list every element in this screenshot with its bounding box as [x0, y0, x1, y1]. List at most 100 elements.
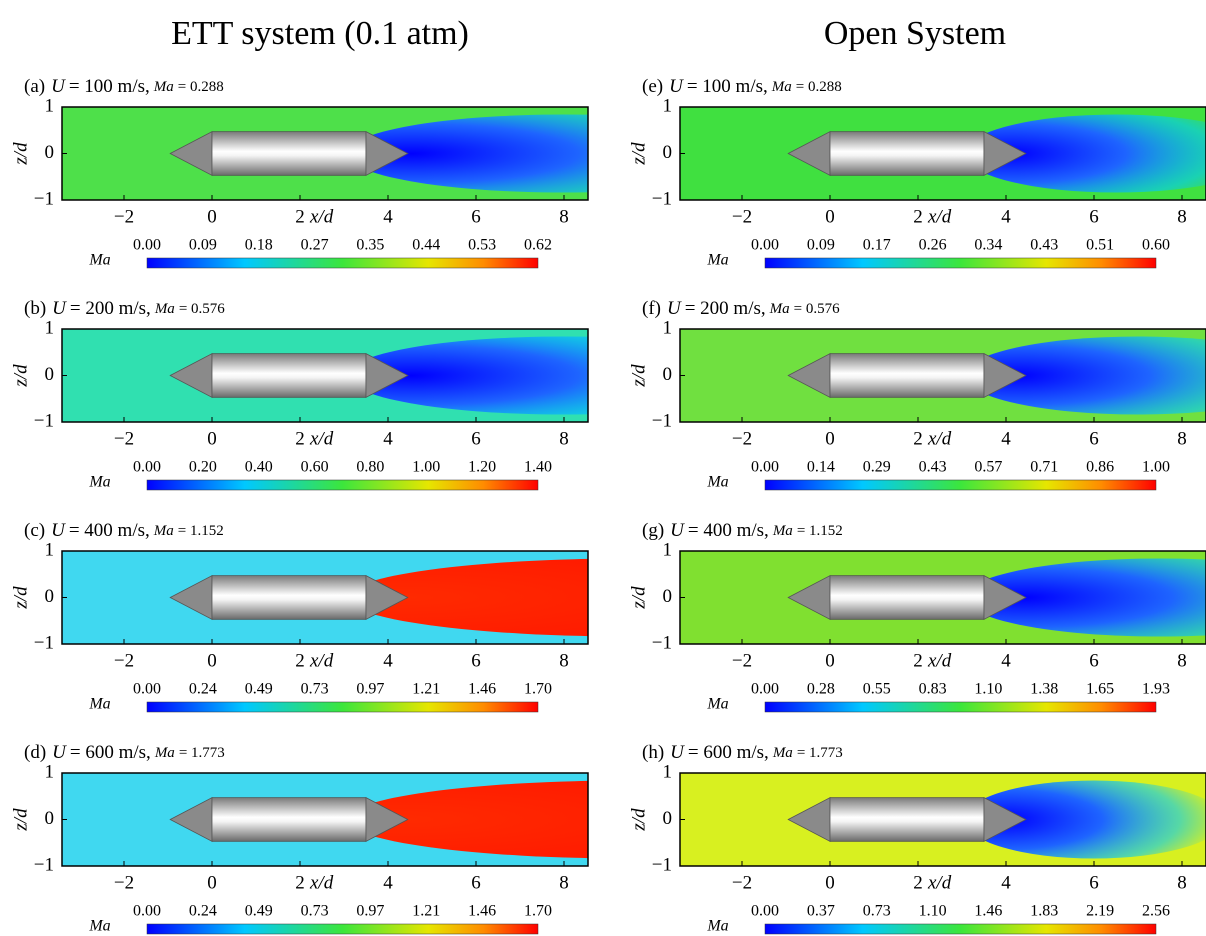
x-axis-label: x/d — [927, 428, 952, 449]
colorbar-tick-label: 1.21 — [412, 903, 440, 920]
colorbar-tick-label: 0.20 — [189, 459, 217, 476]
colorbar-tick-label: 0.80 — [356, 459, 384, 476]
x-tick-label: 0 — [207, 650, 217, 671]
colorbar-tick-label: 0.97 — [356, 681, 384, 698]
mach-value: = 1.152 — [797, 523, 843, 539]
column-title: Open System — [824, 15, 1006, 52]
projectile-body — [212, 576, 366, 620]
colorbar-tick-label: 0.97 — [356, 903, 384, 920]
colorbar-tick-label: 1.93 — [1142, 681, 1170, 698]
colorbar-label: Ma — [88, 918, 110, 935]
colorbar-tick-label: 0.00 — [751, 903, 779, 920]
colorbar-tick-label: 0.73 — [863, 903, 891, 920]
x-axis-label: x/d — [927, 650, 952, 671]
colorbar-tick-label: 0.71 — [1030, 459, 1058, 476]
z-tick-label: 0 — [45, 586, 55, 607]
mach-symbol: Ma — [769, 301, 790, 317]
x-tick-label: 2 — [295, 650, 305, 671]
colorbar-tick-label: 1.21 — [412, 681, 440, 698]
z-axis-label: z/d — [10, 364, 31, 388]
colorbar-tick-label: 0.53 — [468, 237, 496, 254]
colorbar-tick-label: 0.26 — [919, 237, 947, 254]
velocity-value: = 600 m/s, — [688, 742, 769, 763]
x-axis-label: x/d — [309, 428, 334, 449]
panel-tag: (d) — [24, 742, 46, 763]
colorbar-tick-label: 0.00 — [751, 681, 779, 698]
colorbar-tick-label: 1.00 — [412, 459, 440, 476]
x-tick-label: 8 — [1177, 872, 1187, 893]
z-axis-label: z/d — [628, 808, 649, 832]
mach-value: = 1.152 — [178, 523, 224, 539]
z-tick-label: −1 — [34, 854, 54, 875]
colorbar-tick-label: 1.46 — [468, 681, 496, 698]
colorbar-tick-label: 0.18 — [245, 237, 273, 254]
x-tick-label: 0 — [825, 650, 835, 671]
mach-symbol: Ma — [771, 79, 792, 95]
projectile-body — [830, 576, 984, 620]
colorbar-tick-label: 2.56 — [1142, 903, 1170, 920]
mach-symbol: Ma — [153, 79, 174, 95]
x-tick-label: −2 — [114, 650, 134, 671]
colorbar-tick-label: 0.73 — [301, 903, 329, 920]
colorbar-tick-label: 0.49 — [245, 681, 273, 698]
panel-label: (h)U= 600 m/s,Ma= 1.773 — [642, 742, 843, 763]
velocity-symbol: U — [52, 298, 67, 319]
z-tick-label: 0 — [663, 808, 673, 829]
projectile-body — [212, 132, 366, 176]
colorbar-label: Ma — [706, 918, 728, 935]
colorbar-tick-label: 0.29 — [863, 459, 891, 476]
x-tick-label: 0 — [207, 872, 217, 893]
mach-value: = 0.288 — [178, 79, 224, 95]
colorbar-label: Ma — [706, 696, 728, 713]
panel-label: (f)U= 200 m/s,Ma= 0.576 — [642, 298, 840, 319]
colorbar-tick-label: 0.27 — [301, 237, 329, 254]
x-tick-label: 6 — [1089, 206, 1099, 227]
colorbar-label: Ma — [88, 474, 110, 491]
x-axis-label: x/d — [309, 650, 334, 671]
velocity-symbol: U — [51, 76, 66, 97]
colorbar-label: Ma — [88, 696, 110, 713]
x-tick-label: −2 — [114, 872, 134, 893]
z-tick-label: 1 — [45, 95, 55, 116]
colorbar-tick-label: 0.37 — [807, 903, 835, 920]
colorbar-tick-label: 0.24 — [189, 903, 217, 920]
colorbar-tick-label: 0.00 — [751, 459, 779, 476]
colorbar-tick-label: 0.14 — [807, 459, 835, 476]
x-tick-label: 8 — [559, 872, 569, 893]
colorbar-tick-label: 0.00 — [751, 237, 779, 254]
colorbar-tick-label: 1.83 — [1030, 903, 1058, 920]
panel-tag: (c) — [24, 520, 45, 541]
x-tick-label: 2 — [913, 650, 923, 671]
z-axis-label: z/d — [628, 586, 649, 610]
x-tick-label: 0 — [207, 428, 217, 449]
x-tick-label: 6 — [1089, 650, 1099, 671]
colorbar-tick-label: 1.65 — [1086, 681, 1114, 698]
projectile-body — [212, 798, 366, 842]
x-tick-label: 6 — [471, 872, 481, 893]
z-tick-label: 1 — [663, 761, 673, 782]
x-tick-label: 4 — [1001, 872, 1011, 893]
z-axis-label: z/d — [628, 364, 649, 388]
z-tick-label: 0 — [45, 364, 55, 385]
colorbar-tick-label: 1.20 — [468, 459, 496, 476]
colorbar-tick-label: 1.10 — [919, 903, 947, 920]
colorbar-tick-label: 0.00 — [133, 681, 161, 698]
colorbar-tick-label: 0.34 — [974, 237, 1002, 254]
colorbar-tick-label: 1.70 — [524, 681, 552, 698]
colorbar-tick-label: 0.55 — [863, 681, 891, 698]
x-tick-label: 6 — [1089, 872, 1099, 893]
colorbar-tick-label: 0.73 — [301, 681, 329, 698]
z-tick-label: 1 — [45, 761, 55, 782]
z-tick-label: −1 — [652, 410, 672, 431]
mach-value: = 0.288 — [796, 79, 842, 95]
x-tick-label: 2 — [913, 872, 923, 893]
x-tick-label: 4 — [1001, 428, 1011, 449]
z-tick-label: −1 — [652, 632, 672, 653]
velocity-value: = 600 m/s, — [70, 742, 151, 763]
x-tick-label: 4 — [383, 650, 393, 671]
colorbar — [147, 702, 538, 712]
panel-label: (a)U= 100 m/s,Ma= 0.288 — [24, 76, 224, 97]
x-tick-label: 4 — [383, 206, 393, 227]
